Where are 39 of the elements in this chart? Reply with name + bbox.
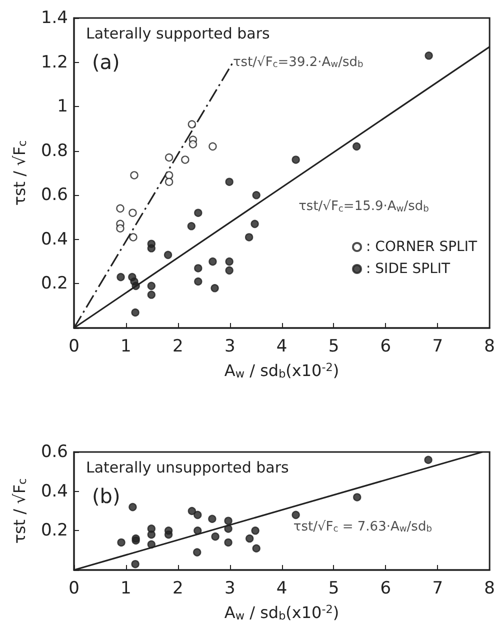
y-axis-title: τst / √Fc — [10, 478, 29, 544]
x-tick-label: 3 — [224, 578, 236, 598]
x-tick-label: 7 — [432, 578, 444, 598]
x-tick-label: 8 — [484, 578, 496, 598]
annotation: Laterally supported bars — [86, 24, 270, 42]
y-axis-title: τst / √Fc — [10, 140, 29, 206]
x-tick-label: 2 — [172, 578, 184, 598]
x-tick-label: 8 — [484, 336, 496, 356]
legend-label: : SIDE SPLIT — [366, 261, 451, 277]
x-tick-label: 1 — [120, 336, 132, 356]
x-tick-label: 2 — [172, 336, 184, 356]
x-tick-label: 4 — [276, 578, 288, 598]
y-tick-label: 0.6 — [40, 442, 68, 462]
x-tick-label: 5 — [328, 578, 340, 598]
x-tick-label: 3 — [224, 336, 236, 356]
annotation: τst/√Fc = 7.63·Aw/sdb — [293, 519, 432, 535]
y-tick-label: 0.8 — [40, 140, 68, 161]
annotation: τst/√Fc=15.9·Aw/sdb — [298, 199, 430, 214]
y-tick-label: 0.2 — [40, 520, 68, 541]
x-tick-label: 0 — [68, 336, 80, 356]
x-tick-label: 4 — [276, 336, 288, 356]
y-tick-label: 1 — [57, 96, 68, 117]
annotation: (a) — [92, 50, 120, 74]
legend-label: : CORNER SPLIT — [366, 239, 478, 255]
x-tick-label: 5 — [328, 336, 340, 356]
y-tick-label: 0.6 — [40, 185, 68, 206]
annotation: Laterally unsupported bars — [86, 458, 289, 476]
y-tick-label: 0.4 — [40, 229, 68, 250]
y-tick-label: 0.2 — [40, 274, 68, 294]
y-tick-label: 1.2 — [40, 52, 68, 72]
y-tick-label: 0.4 — [40, 481, 68, 502]
annotation: (b) — [92, 484, 120, 508]
x-tick-label: 1 — [120, 578, 132, 598]
y-tick-label: 1.4 — [40, 8, 68, 28]
x-tick-label: 7 — [432, 336, 444, 356]
x-tick-label: 6 — [380, 336, 392, 356]
x-tick-label: 0 — [68, 578, 80, 598]
x-tick-label: 6 — [380, 578, 392, 598]
annotation: τst/√Fc=39.2·Aw/sdb — [232, 54, 364, 70]
